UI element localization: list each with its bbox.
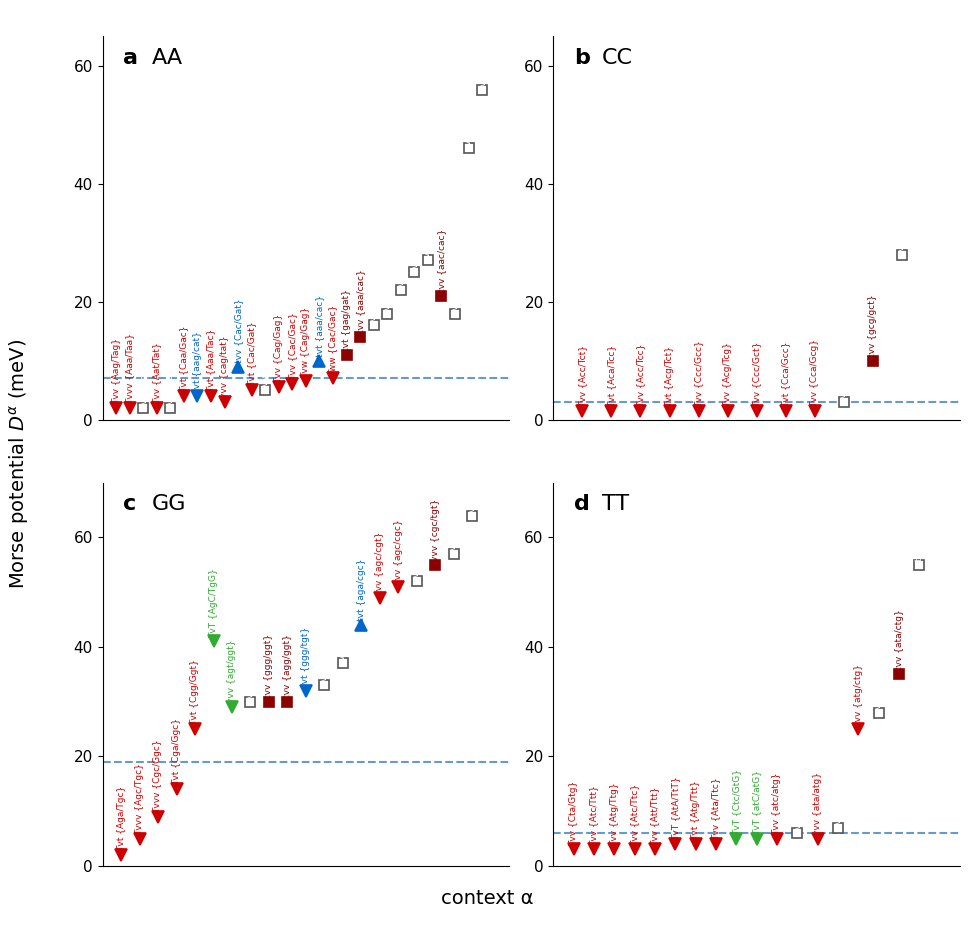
Text: TvT {AgC/TgG}: TvT {AgC/TgG}: [209, 568, 218, 638]
Text: Tvt {Aga/Tgc}: Tvt {Aga/Tgc}: [117, 786, 126, 851]
Text: tvv {ggg/ggt}: tvv {ggg/ggt}: [264, 634, 273, 698]
Text: Tvt {Aca/Tcc}: Tvt {Aca/Tcc}: [607, 345, 616, 407]
Text: vvv {aac/cac}: vvv {aac/cac}: [450, 245, 459, 310]
Text: Tvw {Cag/Gag}: Tvw {Cag/Gag}: [301, 306, 310, 377]
Text: Tvt {Acg/Tct}: Tvt {Acg/Tct}: [665, 346, 674, 407]
Text: TvT {atC/atG}: TvT {atC/atG}: [752, 769, 761, 834]
Text: Tvv {Att/Ttt}: Tvv {Att/Ttt}: [650, 786, 659, 845]
Text: vvv {aag/gag}: vvv {aag/gag}: [383, 243, 392, 310]
Text: vvv {agc/cgc}: vvv {agc/cgc}: [412, 512, 421, 578]
Text: vvv {aga/ggg}: vvv {aga/ggg}: [338, 592, 347, 659]
Text: vvv {cqc/cgt}: vvv {cqc/cgt}: [468, 448, 477, 512]
Text: d: d: [573, 494, 590, 514]
Text: vvv {cgc/cgc}: vvv {cgc/cgc}: [449, 485, 458, 550]
Text: Tvt {Cca/Gcc}: Tvt {Cca/Gcc}: [781, 341, 790, 407]
Text: tvt {gag/gat}: tvt {gag/gat}: [342, 289, 351, 351]
Text: vvv {gag/gag}: vvv {gag/gag}: [464, 77, 473, 145]
Text: Tvv {Acc/Tcc}: Tvv {Acc/Tcc}: [636, 344, 645, 407]
Text: Tvvv {Cgc/Ggc}: Tvvv {Cgc/Ggc}: [153, 739, 163, 813]
Text: Morse potential $D^α$ (meV): Morse potential $D^α$ (meV): [8, 338, 31, 589]
Text: c: c: [123, 494, 136, 514]
Text: vvv {ata/ctg}: vvv {ata/ctg}: [875, 646, 883, 709]
Text: Tvv {Ccc/Gct}: Tvv {Ccc/Gct}: [752, 342, 761, 407]
Text: tvv {agg/ggt}: tvv {agg/ggt}: [283, 634, 292, 698]
Text: Tvt {Cac/Gat}: Tvt {Cac/Gat}: [248, 322, 256, 387]
Text: Tvv {Cac/Gac}: Tvv {Cac/Gac}: [288, 312, 296, 380]
Text: context α: context α: [442, 890, 533, 908]
Text: TvT {Ctc/GtG}: TvT {Ctc/GtG}: [732, 768, 741, 834]
Text: vvv {cgc/tgt}: vvv {cgc/tgt}: [431, 499, 440, 561]
Text: vvv {atc/att}: vvv {atc/att}: [793, 768, 801, 830]
Text: tvv {atg/ctg}: tvv {atg/ctg}: [854, 665, 863, 725]
Text: Tvv {Atg/Ttg}: Tvv {Atg/Ttg}: [609, 782, 619, 845]
Text: vvv {cat/cat}: vvv {cat/cat}: [410, 207, 419, 269]
Text: Tww {Cac/Gac}: Tww {Cac/Gac}: [329, 304, 337, 375]
Text: tvv {agc/cgt}: tvv {agc/cgt}: [375, 531, 384, 594]
Text: vvv {acg/gcg}: vvv {acg/gcg}: [897, 184, 907, 250]
Text: AA: AA: [151, 48, 182, 68]
Text: vvv {aac/gat}: vvv {aac/gat}: [166, 339, 175, 404]
Text: tvv {ata/ctg}: tvv {ata/ctg}: [894, 610, 904, 670]
Text: vvv {aca/gcg}: vvv {aca/gcg}: [839, 332, 848, 398]
Text: tvv {gcg/gct}: tvv {gcg/gct}: [869, 294, 878, 357]
Text: tvt {aaa/cac}: tvt {aaa/cac}: [315, 295, 324, 357]
Text: Tvt {Aaa/Tac}: Tvt {Aaa/Tac}: [207, 329, 215, 392]
Text: Tvt {Caa/Gac}: Tvt {Caa/Gac}: [179, 325, 188, 392]
Text: a: a: [123, 48, 137, 68]
Text: Tvvv {Aaa/Taa}: Tvvv {Aaa/Taa}: [125, 333, 135, 404]
Text: tvt {ggg/tgt}: tvt {ggg/tgt}: [301, 627, 310, 687]
Text: tvv {Cac/Gat}: tvv {Cac/Gat}: [234, 298, 243, 362]
Text: Tvv {Cta/Gtg}: Tvv {Cta/Gtg}: [569, 781, 578, 845]
Text: Tvv {Acc/Tct}: Tvv {Acc/Tct}: [578, 345, 587, 407]
Text: vvv {aga/agg}: vvv {aga/agg}: [320, 615, 329, 681]
Text: Tvv {atc/atg}: Tvv {atc/atg}: [772, 772, 782, 834]
Text: tvv {ata/ctg}: tvv {ata/ctg}: [915, 501, 924, 561]
Text: vvv {cac/cat}: vvv {cac/cat}: [478, 22, 487, 85]
Text: Tvt {Cga/Ggc}: Tvt {Cga/Ggc}: [172, 718, 181, 785]
Text: vvv {cag/tat}: vvv {cag/tat}: [220, 336, 229, 398]
Text: Tvv {Acg/Tcg}: Tvv {Acg/Tcg}: [723, 342, 732, 407]
Text: Tvv {Aat/Tat}: Tvv {Aat/Tat}: [152, 342, 161, 404]
Text: TT: TT: [603, 494, 629, 514]
Text: tvv {aaa/cac}: tvv {aaa/cac}: [356, 270, 365, 334]
Text: vvv {atg/ctg}: vvv {atg/ctg}: [834, 761, 842, 824]
Text: vvv {agt/ggt}: vvv {agt/ggt}: [227, 640, 237, 704]
Text: GG: GG: [151, 494, 186, 514]
Text: Tvvv {Agc/Tgc}: Tvvv {Agc/Tgc}: [136, 763, 144, 834]
Text: vvv {cac/cac}: vvv {cac/cac}: [138, 339, 148, 404]
Text: vvv {cac/tat}: vvv {cac/tat}: [396, 224, 406, 286]
Text: Tvv {Atc/Ttt}: Tvv {Atc/Ttt}: [590, 785, 599, 845]
Text: vvv {ata/atg}: vvv {ata/atg}: [813, 771, 822, 834]
Text: TvT {AtA/TtT}: TvT {AtA/TtT}: [671, 777, 680, 840]
Text: vvv {agt/ggt}: vvv {agt/ggt}: [246, 634, 255, 698]
Text: CC: CC: [603, 48, 633, 68]
Text: tvv {aac/cac}: tvv {aac/cac}: [437, 229, 446, 292]
Text: Tvv {Atc/Ttc}: Tvv {Atc/Ttc}: [630, 783, 640, 845]
Text: Tvv {Ccc/Gcc}: Tvv {Ccc/Gcc}: [694, 340, 703, 407]
Text: Tvv {Ata/Ttc}: Tvv {Ata/Ttc}: [712, 778, 721, 840]
Text: vvv {aaa/gag}: vvv {aaa/gag}: [370, 255, 378, 322]
Text: vvv {aag/aag}: vvv {aag/aag}: [423, 190, 433, 257]
Text: tvv {agc/cgc}: tvv {agc/cgc}: [394, 519, 403, 583]
Text: Tvv {Aag/Tag}: Tvv {Aag/Tag}: [112, 338, 121, 404]
Text: tvt {aga/cgc}: tvt {aga/cgc}: [357, 559, 366, 621]
Text: b: b: [573, 48, 590, 68]
Text: Tvt {Cgg/Ggt}: Tvt {Cgg/Ggt}: [190, 659, 200, 725]
Text: vvv {cag/tat}: vvv {cag/tat}: [260, 324, 270, 387]
Text: Tvv {Cag/Gag}: Tvv {Cag/Gag}: [274, 314, 284, 384]
Text: Tvv {Cca/Gcg}: Tvv {Cca/Gcg}: [810, 339, 819, 407]
Text: Tvt {Atg/Ttt}: Tvt {Atg/Ttt}: [691, 781, 700, 840]
Text: tvt {aag/cat}: tvt {aag/cat}: [193, 331, 202, 392]
